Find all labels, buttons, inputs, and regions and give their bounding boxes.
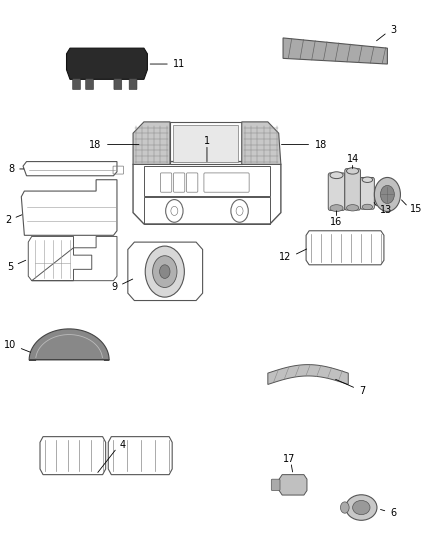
FancyBboxPatch shape: [173, 125, 238, 161]
Text: 7: 7: [359, 386, 365, 395]
Circle shape: [152, 256, 177, 287]
Text: 6: 6: [390, 508, 396, 518]
FancyBboxPatch shape: [328, 173, 345, 211]
Polygon shape: [283, 38, 387, 64]
Text: 8: 8: [8, 164, 14, 174]
Polygon shape: [242, 122, 281, 164]
Text: 1: 1: [204, 135, 210, 146]
Circle shape: [340, 502, 349, 513]
FancyBboxPatch shape: [114, 79, 122, 90]
Text: 10: 10: [4, 341, 17, 350]
Circle shape: [374, 177, 400, 212]
FancyBboxPatch shape: [86, 79, 93, 90]
Text: 16: 16: [330, 217, 343, 227]
Circle shape: [381, 185, 394, 204]
Text: 15: 15: [410, 204, 423, 214]
Text: 14: 14: [346, 155, 359, 164]
Text: 5: 5: [7, 262, 14, 272]
Circle shape: [145, 246, 184, 297]
Ellipse shape: [330, 205, 343, 212]
Ellipse shape: [330, 172, 343, 179]
Text: 18: 18: [89, 140, 101, 150]
FancyBboxPatch shape: [73, 79, 81, 90]
Polygon shape: [133, 122, 170, 164]
Ellipse shape: [346, 168, 359, 174]
Circle shape: [159, 265, 170, 278]
FancyBboxPatch shape: [360, 177, 374, 209]
Ellipse shape: [346, 205, 359, 211]
Text: 13: 13: [380, 205, 392, 215]
Text: 12: 12: [279, 253, 292, 262]
FancyBboxPatch shape: [129, 79, 137, 90]
Polygon shape: [29, 329, 109, 360]
Polygon shape: [268, 365, 348, 384]
Text: 11: 11: [173, 59, 185, 69]
Text: 2: 2: [6, 215, 12, 225]
Text: 9: 9: [112, 282, 118, 293]
FancyBboxPatch shape: [271, 479, 280, 490]
Text: 18: 18: [315, 140, 327, 150]
Polygon shape: [279, 475, 307, 495]
Text: 4: 4: [119, 440, 125, 450]
Ellipse shape: [353, 500, 370, 515]
Text: 17: 17: [283, 454, 295, 464]
FancyBboxPatch shape: [345, 168, 360, 210]
Ellipse shape: [362, 177, 373, 182]
Ellipse shape: [362, 204, 373, 209]
Polygon shape: [67, 48, 148, 79]
Text: 3: 3: [390, 25, 396, 35]
Ellipse shape: [346, 495, 377, 520]
